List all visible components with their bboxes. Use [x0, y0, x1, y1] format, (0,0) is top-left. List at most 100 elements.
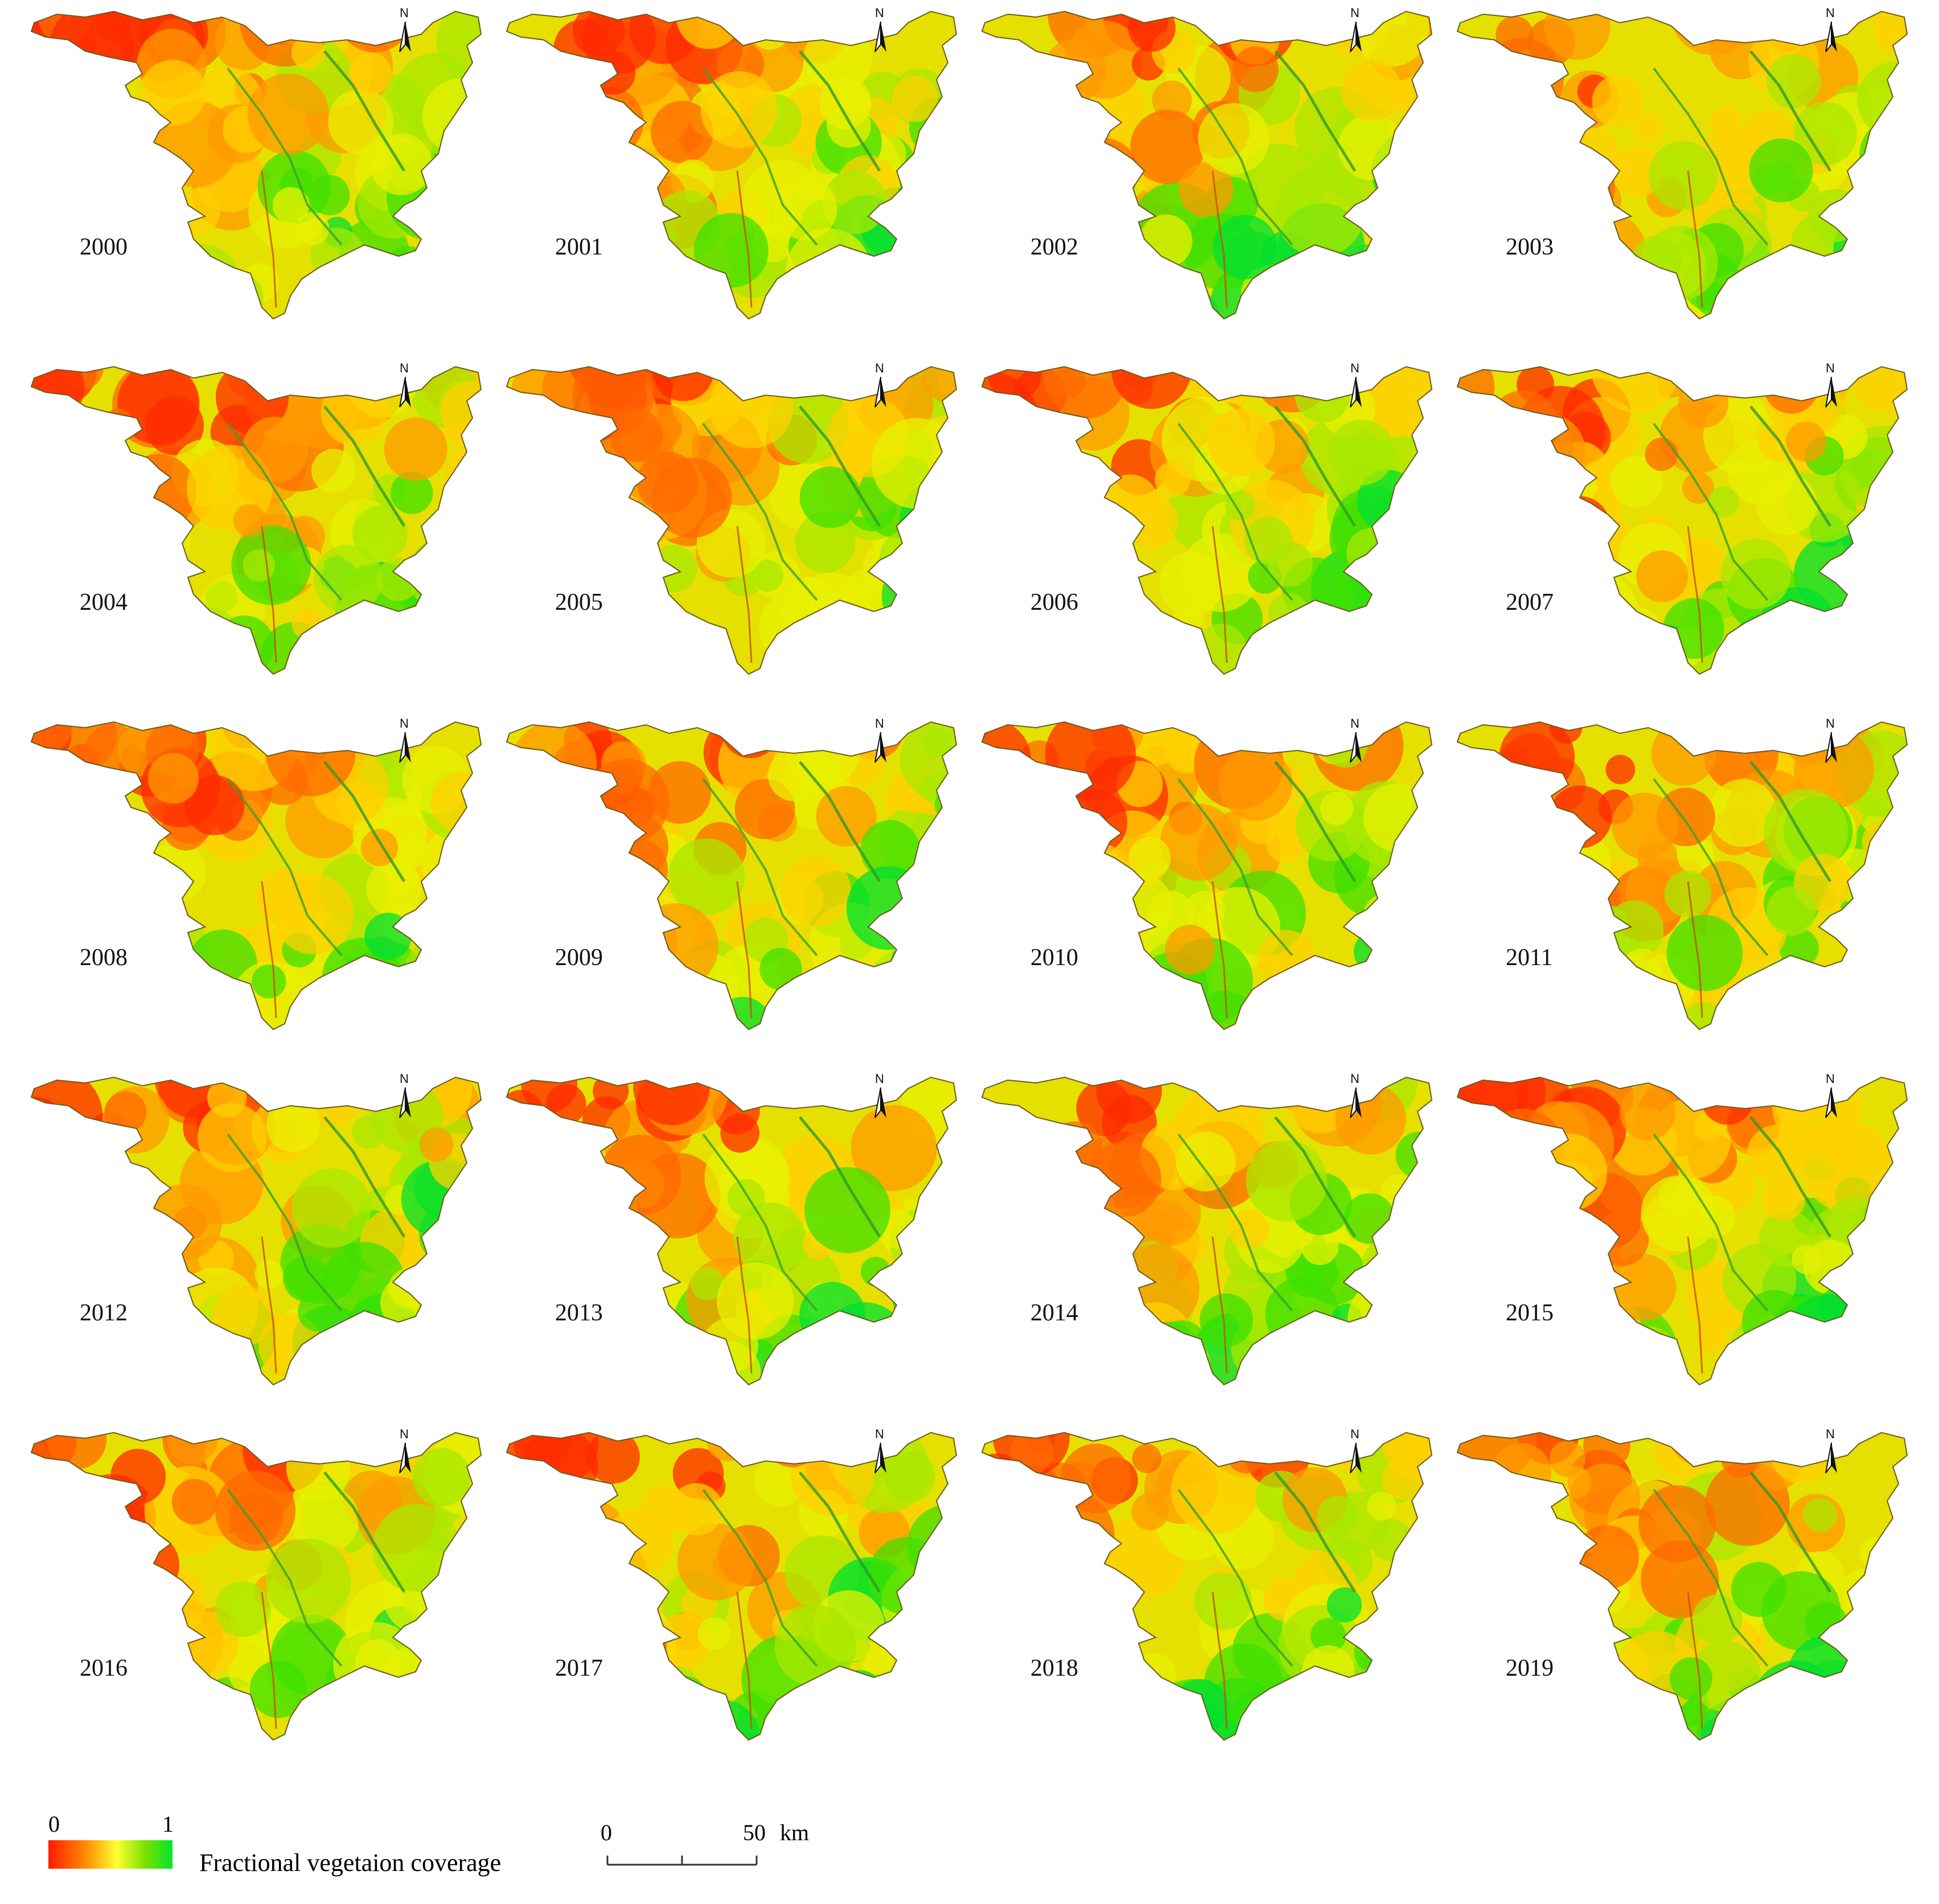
fvc-map [1456, 366, 1908, 675]
map-panel: N 2004 [23, 355, 498, 711]
north-arrow: N [862, 716, 897, 768]
panel-year: 2019 [1506, 1655, 1554, 1681]
fvc-map [981, 1076, 1433, 1386]
north-arrow-label: N [1826, 716, 1835, 731]
north-arrow-icon [874, 1087, 886, 1118]
north-arrow-label: N [400, 6, 409, 20]
fvc-map [981, 1431, 1433, 1741]
north-arrow-icon [874, 376, 886, 408]
north-arrow-icon [1350, 376, 1362, 408]
fvc-map [30, 1431, 482, 1741]
map-panel: N 2017 [498, 1421, 973, 1776]
map-panel: N 2007 [1449, 355, 1924, 711]
north-arrow: N [1338, 1427, 1372, 1478]
fvc-map [1456, 1431, 1908, 1741]
legend: 0 1 Fractional vegetaion coverage [48, 1811, 561, 1890]
map-panel: N 2001 [498, 0, 973, 355]
map-panel: N 2016 [23, 1421, 498, 1776]
fvc-map [30, 10, 482, 320]
panel-year: 2007 [1506, 589, 1554, 615]
north-arrow-label: N [1350, 716, 1359, 731]
north-arrow-label: N [1350, 6, 1359, 20]
scale-bar-unit: km [780, 1820, 810, 1845]
north-arrow-label: N [1350, 1427, 1359, 1441]
north-arrow: N [1338, 1072, 1372, 1123]
north-arrow-label: N [400, 716, 409, 731]
panel-year: 2002 [1030, 234, 1078, 260]
legend-title: Fractional vegetaion coverage [199, 1849, 502, 1877]
panel-year: 2015 [1506, 1300, 1554, 1326]
map-grid: N 2000 N 2001 [23, 0, 1924, 1776]
map-panel: N 2009 [498, 711, 973, 1066]
north-arrow-icon [1350, 21, 1362, 52]
north-arrow-label: N [1826, 6, 1835, 20]
north-arrow-icon [1350, 1442, 1362, 1474]
map-panel: N 2018 [973, 1421, 1449, 1776]
map-panel: N 2019 [1449, 1421, 1924, 1776]
scale-bar-line [606, 1856, 758, 1866]
north-arrow: N [387, 1427, 421, 1478]
north-arrow-label: N [1826, 1427, 1835, 1441]
north-arrow-icon [399, 21, 411, 52]
north-arrow: N [862, 1427, 897, 1478]
panel-year: 2016 [80, 1655, 128, 1681]
north-arrow-label: N [875, 1072, 884, 1086]
fvc-map [506, 366, 958, 675]
fvc-map [1456, 10, 1908, 320]
map-panel: N 2000 [23, 0, 498, 355]
fvc-map [981, 10, 1433, 320]
north-arrow-icon [1825, 1442, 1837, 1474]
north-arrow-icon [1350, 1087, 1362, 1118]
map-panel: N 2014 [973, 1066, 1449, 1421]
north-arrow: N [387, 716, 421, 768]
north-arrow-icon [1825, 21, 1837, 52]
fvc-map [506, 721, 958, 1031]
panel-year: 2005 [555, 589, 603, 615]
map-panel: N 2006 [973, 355, 1449, 711]
north-arrow: N [387, 361, 421, 412]
fvc-map [981, 366, 1433, 675]
scale-bar-end-label: 50 [743, 1820, 766, 1845]
panel-year: 2008 [80, 945, 128, 971]
north-arrow: N [1813, 6, 1847, 57]
panel-year: 2006 [1030, 589, 1078, 615]
north-arrow-icon [874, 21, 886, 52]
fvc-map [1456, 721, 1908, 1031]
legend-color-ramp [48, 1840, 172, 1869]
map-panel: N 2003 [1449, 0, 1924, 355]
panel-year: 2004 [80, 589, 128, 615]
panel-year: 2001 [555, 234, 603, 260]
north-arrow-label: N [1350, 1072, 1359, 1086]
panel-year: 2003 [1506, 234, 1554, 260]
north-arrow-label: N [1350, 361, 1359, 375]
north-arrow-icon [1825, 376, 1837, 408]
fvc-map [506, 1431, 958, 1741]
north-arrow: N [387, 6, 421, 57]
north-arrow-label: N [875, 1427, 884, 1441]
fvc-map [30, 721, 482, 1031]
panel-year: 2014 [1030, 1300, 1078, 1326]
north-arrow-label: N [400, 1072, 409, 1086]
panel-year: 2010 [1030, 945, 1078, 971]
legend-min-label: 0 [48, 1811, 60, 1837]
north-arrow-icon [399, 1087, 411, 1118]
north-arrow: N [1338, 716, 1372, 768]
map-panel: N 2010 [973, 711, 1449, 1066]
north-arrow-label: N [875, 361, 884, 375]
fvc-map [981, 721, 1433, 1031]
fvc-map [30, 1076, 482, 1386]
north-arrow: N [1813, 1427, 1847, 1478]
north-arrow: N [862, 361, 897, 412]
north-arrow: N [1813, 1072, 1847, 1123]
panel-year: 2017 [555, 1655, 603, 1681]
north-arrow-label: N [875, 716, 884, 731]
north-arrow: N [1813, 361, 1847, 412]
north-arrow: N [862, 6, 897, 57]
panel-year: 2013 [555, 1300, 603, 1326]
map-panel: N 2013 [498, 1066, 973, 1421]
north-arrow: N [1813, 716, 1847, 768]
north-arrow-icon [874, 732, 886, 763]
panel-year: 2011 [1506, 945, 1553, 971]
map-panel: N 2008 [23, 711, 498, 1066]
north-arrow-label: N [1826, 1072, 1835, 1086]
